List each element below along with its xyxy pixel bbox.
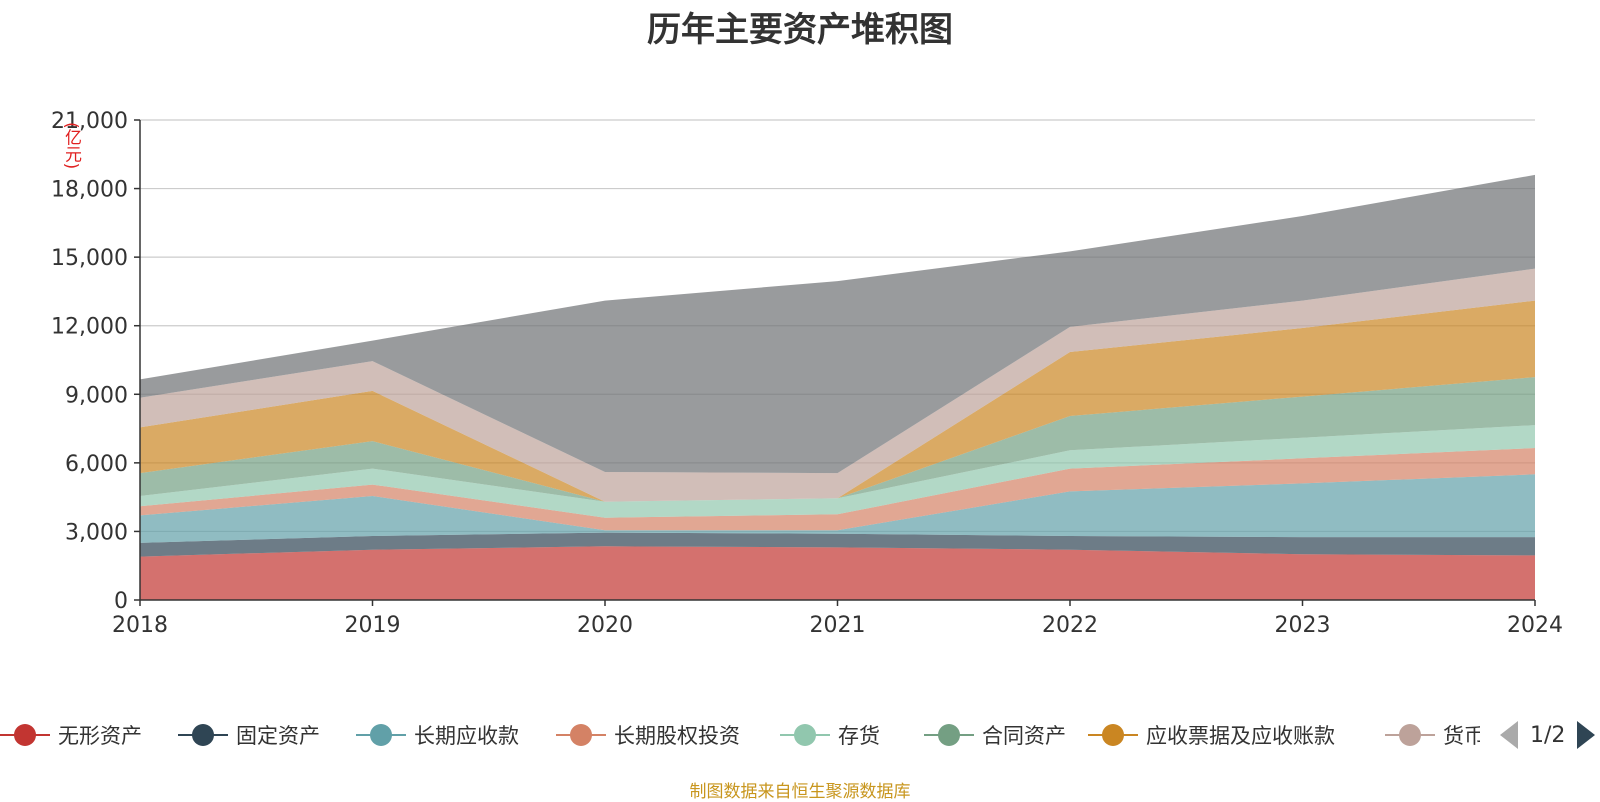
legend-marker-icon <box>0 718 50 752</box>
y-tick-label: 6,000 <box>65 452 128 477</box>
legend-page-indicator: 1/2 <box>1530 722 1566 748</box>
legend-label: 长期应收款 <box>414 724 519 748</box>
area-series-8 <box>140 268 1535 502</box>
area-series-7 <box>140 300 1535 502</box>
x-tick-label: 2018 <box>112 613 168 638</box>
legend-label: 无形资产 <box>58 724 142 748</box>
legend-item[interactable]: 无形资产 <box>0 718 142 752</box>
legend-item[interactable]: 固定资产 <box>178 718 320 752</box>
legend-label: 应收票据及应收账款 <box>1146 724 1335 748</box>
legend-label: 货币资金 <box>1443 724 1480 748</box>
y-tick-label: 15,000 <box>51 246 128 271</box>
x-tick-label: 2024 <box>1507 613 1563 638</box>
chart-title: 历年主要资产堆积图 <box>647 10 953 50</box>
legend-marker-icon <box>924 718 974 752</box>
legend-item[interactable]: 货币资金 <box>1385 718 1480 752</box>
x-tick-label: 2023 <box>1275 613 1331 638</box>
y-tick-label: 18,000 <box>51 178 128 203</box>
x-tick-label: 2022 <box>1042 613 1098 638</box>
area-series-6 <box>140 377 1535 502</box>
x-tick-label: 2021 <box>810 613 866 638</box>
area-series-group <box>140 174 1535 600</box>
legend-marker-icon <box>1385 718 1435 752</box>
legend-marker-icon <box>780 718 830 752</box>
legend-prev-page-icon[interactable] <box>1500 721 1518 749</box>
area-series-9 <box>140 174 1535 474</box>
legend-item[interactable]: 长期股权投资 <box>556 718 740 752</box>
legend-item[interactable]: 应收票据及应收账款 <box>1088 718 1335 752</box>
area-series-4 <box>140 448 1535 531</box>
legend-label: 存货 <box>838 724 880 748</box>
legend-item[interactable]: 存货 <box>780 718 880 752</box>
legend-next-page-icon[interactable] <box>1577 721 1596 749</box>
y-tick-label: 9,000 <box>65 383 128 408</box>
legend-item[interactable]: 合同资产 <box>924 718 1066 752</box>
axes: 0 3,000 6,000 9,000 12,000 15,000 18,000 21,000… <box>51 109 1563 638</box>
y-tick-label: 12,000 <box>51 315 128 340</box>
legend-pager: 1/2 <box>1500 718 1596 752</box>
x-tick-label: 2020 <box>577 613 633 638</box>
legend-label: 长期股权投资 <box>614 724 740 748</box>
legend-item[interactable]: 长期应收款 <box>356 718 519 752</box>
area-series-2 <box>140 532 1535 557</box>
y-tick-label: 21,000 <box>51 109 128 134</box>
legend-label: 合同资产 <box>982 724 1066 748</box>
legend-label: 固定资产 <box>236 724 320 748</box>
y-axis-unit-label: (亿元) <box>61 122 81 170</box>
legend-marker-icon <box>556 718 606 752</box>
legend-marker-icon <box>178 718 228 752</box>
area-series-1 <box>140 546 1535 600</box>
y-tick-label: 0 <box>114 589 128 614</box>
x-tick-label: 2019 <box>345 613 401 638</box>
area-series-5 <box>140 425 1535 518</box>
legend-marker-icon <box>1088 718 1138 752</box>
y-tick-label: 3,000 <box>65 520 128 545</box>
area-series-3 <box>140 474 1535 543</box>
legend: 无形资产 固定资产 长期应收款 长期股权投资 存货 合同资产 应收票据及应收账款 货币资金 <box>0 718 1480 752</box>
data-source-note: 制图数据来自恒生聚源数据库 <box>689 782 911 802</box>
legend-marker-icon <box>356 718 406 752</box>
